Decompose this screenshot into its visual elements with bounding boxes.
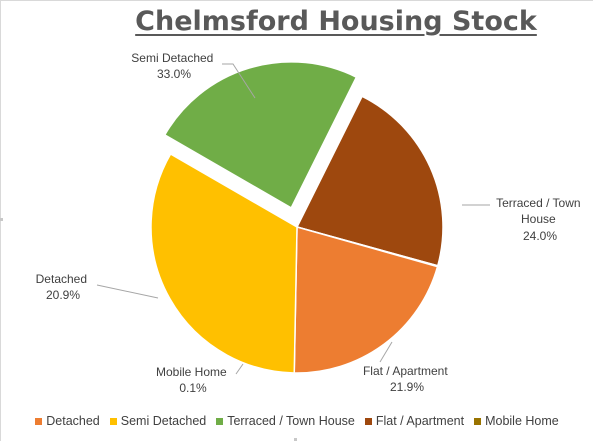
label-detached-value: 20.9% <box>46 288 80 302</box>
legend-label-terraced: Terraced / Town House <box>227 414 355 428</box>
legend-item-detached: Detached <box>35 414 100 428</box>
pie-slices <box>150 61 444 374</box>
label-semi-value: 33.0% <box>157 67 191 81</box>
legend-swatch-detached <box>35 417 43 425</box>
chart-resize-handle-bottom[interactable] <box>294 438 297 441</box>
leader-line-mobile-home <box>235 363 244 375</box>
legend-label-flat: Flat / Apartment <box>375 414 465 428</box>
label-flat-name: Flat / Apartment <box>363 364 448 378</box>
legend-label-semi-detached: Semi Detached <box>120 414 207 428</box>
legend-item-flat: Flat / Apartment <box>364 414 465 428</box>
data-label-terraced: Terraced / Town House 24.0% <box>496 196 584 243</box>
data-label-detached: Detached 20.9% <box>36 272 91 302</box>
chart-resize-handle-left[interactable] <box>0 218 3 221</box>
label-flat-value: 21.9% <box>390 380 424 394</box>
label-semi-name: Semi Detached <box>131 51 213 65</box>
chart-legend: Detached Semi Detached Terraced / Town H… <box>0 414 594 428</box>
label-detached-name: Detached <box>36 272 87 286</box>
pie-slice-terraced-town-house <box>163 61 358 209</box>
leader-line-detached <box>96 284 159 299</box>
label-mobile-value: 0.1% <box>179 381 207 395</box>
legend-label-mobile-home: Mobile Home <box>485 414 559 428</box>
data-label-flat: Flat / Apartment 21.9% <box>363 364 451 394</box>
pie-slice-flat-apartment <box>295 95 444 267</box>
chart-title: Chelmsford Housing Stock <box>0 6 594 37</box>
legend-swatch-flat <box>364 417 372 425</box>
pie-slice-detached <box>293 226 439 374</box>
label-terraced-value: 24.0% <box>523 229 557 243</box>
legend-item-semi-detached: Semi Detached <box>109 414 207 428</box>
leader-line-semi-detached <box>222 63 256 99</box>
pie-slice-semi-detached <box>150 152 298 374</box>
legend-swatch-terraced <box>216 417 224 425</box>
legend-swatch-mobile-home <box>474 417 482 425</box>
label-terraced-name-2: House <box>521 212 556 226</box>
leader-line-flat <box>379 341 393 363</box>
legend-label-detached: Detached <box>46 414 100 428</box>
label-mobile-name: Mobile Home <box>156 365 227 379</box>
data-label-mobile-home: Mobile Home 0.1% <box>156 365 230 395</box>
legend-item-terraced: Terraced / Town House <box>216 414 355 428</box>
legend-swatch-semi-detached <box>109 417 117 425</box>
label-terraced-name-1: Terraced / Town <box>496 196 581 210</box>
chart-title-text: Chelmsford Housing Stock <box>135 6 537 37</box>
leader-lines <box>96 63 490 375</box>
data-label-semi-detached: Semi Detached 33.0% <box>131 51 216 81</box>
legend-item-mobile-home: Mobile Home <box>474 414 559 428</box>
